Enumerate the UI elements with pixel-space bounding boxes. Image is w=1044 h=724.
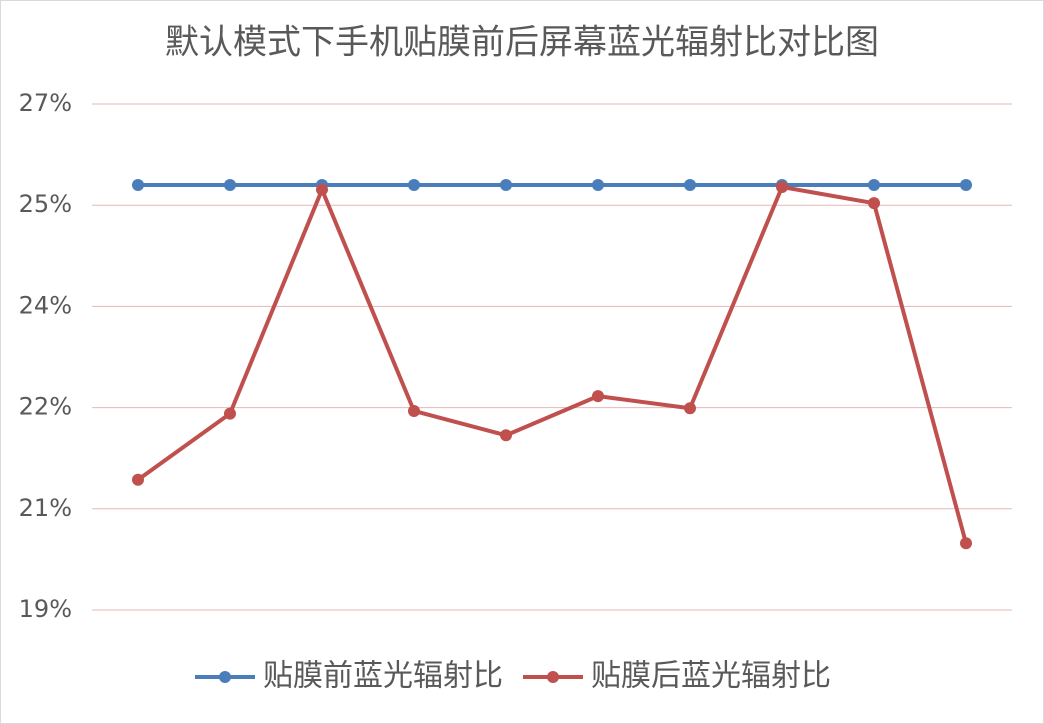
data-point [224, 178, 236, 191]
data-point [408, 178, 420, 191]
data-point [684, 402, 696, 415]
y-tick-label: 24% [19, 291, 72, 319]
y-tick-label: 22% [19, 393, 72, 421]
data-point [684, 178, 696, 191]
data-point [592, 178, 604, 191]
chart-title: 默认模式下手机贴膜前后屏幕蓝光辐射比对比图 [165, 23, 879, 63]
data-point [592, 390, 604, 403]
legend-label: 贴膜后蓝光辐射比 [591, 659, 831, 694]
data-point [960, 178, 972, 191]
data-point [316, 183, 328, 196]
legend-marker [219, 671, 231, 683]
data-point [224, 407, 236, 420]
series-line [136, 184, 968, 544]
y-tick-label: 25% [19, 190, 72, 218]
data-point [960, 537, 972, 550]
data-point [776, 180, 788, 193]
y-tick-label: 21% [19, 494, 72, 522]
data-point [132, 473, 144, 486]
data-point [132, 178, 144, 191]
data-point [500, 429, 512, 442]
y-tick-label: 19% [19, 595, 72, 623]
legend-label: 贴膜前蓝光辐射比 [263, 659, 503, 694]
data-point [868, 197, 880, 210]
legend-marker [547, 671, 559, 683]
data-point [500, 178, 512, 191]
data-point [868, 178, 880, 191]
y-tick-label: 27% [19, 89, 72, 117]
data-point [408, 404, 420, 417]
